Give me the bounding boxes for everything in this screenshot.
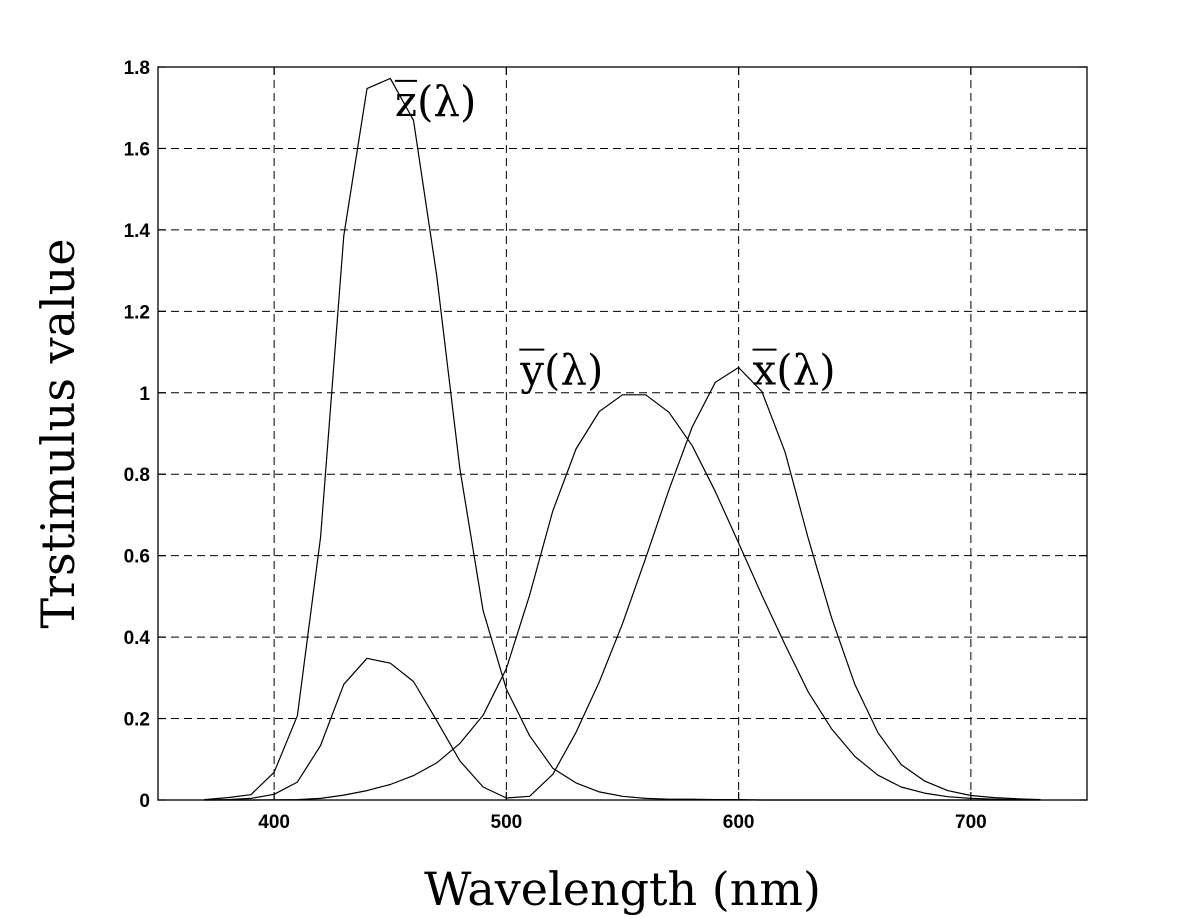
series-line-x-bar <box>204 366 1041 801</box>
x-tick-label: 400 <box>258 812 290 833</box>
curve-label-x-bar: x(λ) <box>752 346 836 395</box>
curve-label-suffix: (λ) <box>776 346 835 395</box>
curve-label-y-bar: y(λ) <box>519 346 603 395</box>
y-tick-label: 1.6 <box>124 139 150 160</box>
y-tick-label: 1 <box>139 384 150 405</box>
plot-frame <box>157 66 1088 801</box>
y-tick-label: 0.8 <box>124 465 150 486</box>
curve-label-suffix: (λ) <box>417 77 476 126</box>
series-lines <box>204 77 1041 801</box>
curve-labels: z(λ)y(λ) x(λ) <box>394 77 836 395</box>
grid-lines <box>158 67 1087 800</box>
curve-label-text: x(λ) <box>753 346 836 395</box>
y-tick-label: 0.2 <box>124 710 150 731</box>
x-tick-label: 700 <box>955 812 987 833</box>
y-tick-label: 0.4 <box>124 628 151 649</box>
axis-ticks: 400 500 600 700 0 0.2 0.4 0.6 0.8 1 1.2 1.4 1.6 1.8 <box>124 58 1087 833</box>
curve-label-text: y(λ) <box>519 346 603 395</box>
x-axis-title: Wavelength (nm) <box>424 862 821 916</box>
curve-label-text: z(λ) <box>395 77 477 126</box>
series-line-z-bar <box>204 77 1041 801</box>
y-tick-label: 0.6 <box>124 547 150 568</box>
curve-label-base: z <box>395 77 417 126</box>
x-tick-label: 600 <box>723 812 755 833</box>
series-line-y-bar <box>204 394 1041 801</box>
y-tick-label: 0 <box>139 791 150 812</box>
x-tick-label: 500 <box>491 812 523 833</box>
curve-label-suffix: (λ) <box>544 346 603 395</box>
y-tick-label: 1.2 <box>124 302 150 323</box>
curve-label-base: y <box>519 346 544 395</box>
curve-label-base: x <box>753 346 777 395</box>
y-tick-label: 1.8 <box>124 58 150 79</box>
y-axis-title: Trstimulus value <box>31 238 85 628</box>
y-tick-label: 1.4 <box>124 221 151 242</box>
curve-label-z-bar: z(λ) <box>394 77 477 126</box>
